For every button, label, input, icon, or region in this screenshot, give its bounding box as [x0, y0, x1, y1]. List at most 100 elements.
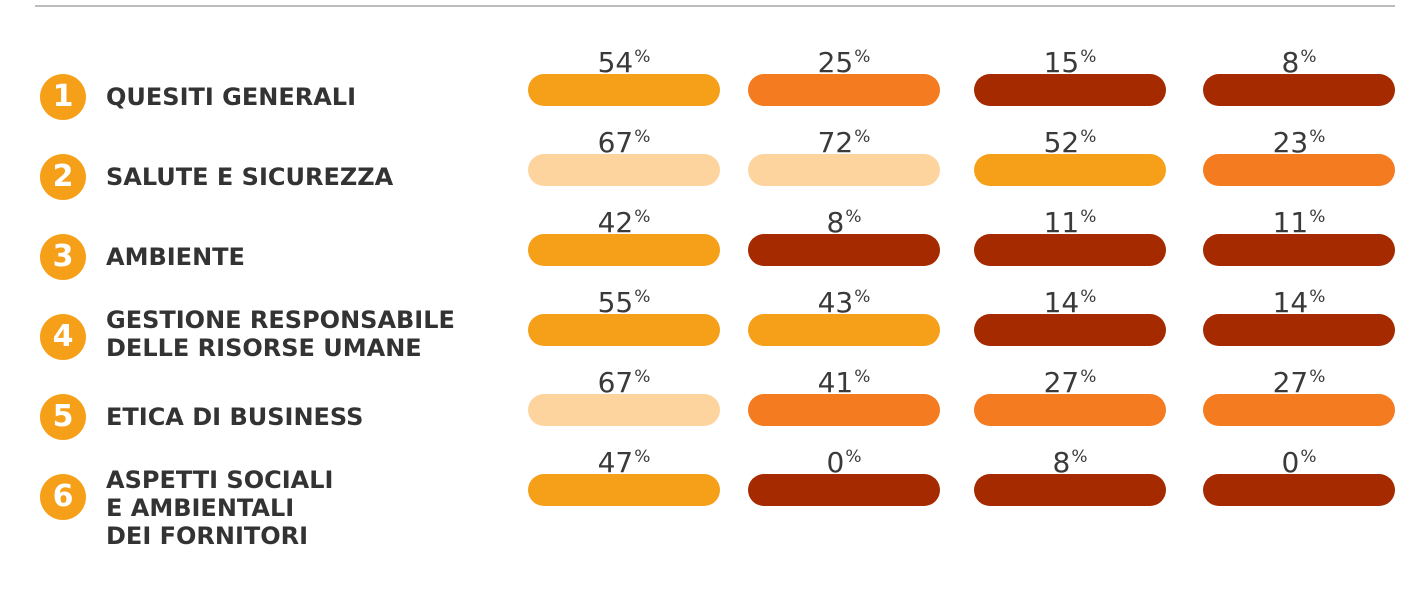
percent-sign: % — [854, 127, 871, 147]
row-label-line: SALUTE E SICUREZZA — [106, 163, 394, 191]
percent-sign: % — [634, 47, 651, 67]
value-bar — [1203, 154, 1395, 186]
value-number: 55 — [597, 286, 634, 319]
value-bar — [528, 154, 720, 186]
value-bar — [528, 314, 720, 346]
data-value-label: 8% — [1203, 46, 1395, 82]
row-number-badge: 1 — [40, 74, 86, 120]
chart-row-4: 4 GESTIONE RESPONSABILE DELLE RISORSE UMAN… — [0, 286, 1413, 368]
value-bar — [748, 314, 940, 346]
value-number: 8 — [1052, 446, 1071, 479]
percent-sign: % — [1309, 127, 1326, 147]
data-value-label: 43% — [748, 286, 940, 322]
value-number: 15 — [1043, 46, 1080, 79]
row-label: GESTIONE RESPONSABILE DELLE RISORSE UMANE — [106, 306, 455, 362]
data-value-label: 27% — [1203, 366, 1395, 402]
data-value-label: 23% — [1203, 127, 1395, 162]
value-number: 42 — [597, 206, 634, 239]
value-number: 67 — [597, 126, 634, 159]
row-label-line: GESTIONE RESPONSABILE — [106, 306, 455, 334]
chart-row-6: 6 ASPETTI SOCIALI E AMBIENTALI DEI FORNITOR… — [0, 446, 1413, 550]
chart-row-5: 5 ETICA DI BUSINESS 67% 41% 27% 27% — [0, 366, 1413, 448]
row-label-line: ETICA DI BUSINESS — [106, 403, 364, 431]
percent-sign: % — [634, 447, 651, 467]
value-bar — [974, 314, 1166, 346]
data-value-label: 8% — [974, 446, 1166, 482]
data-value-label: 55% — [528, 286, 720, 322]
value-bar — [748, 154, 940, 186]
data-value-label: 14% — [1203, 286, 1395, 322]
value-bar — [1203, 234, 1395, 266]
percent-sign: % — [1071, 447, 1088, 467]
value-number: 41 — [817, 366, 854, 399]
value-bar — [974, 234, 1166, 266]
value-number: 11 — [1043, 206, 1080, 239]
row-label: ASPETTI SOCIALI E AMBIENTALI DEI FORNITORI — [106, 466, 333, 550]
data-value-label: 52% — [974, 126, 1166, 162]
value-bar — [974, 394, 1166, 426]
value-bar — [1203, 474, 1395, 506]
data-value-label: 42% — [528, 206, 720, 242]
value-bar — [528, 234, 720, 266]
data-value-label: 67% — [528, 366, 720, 402]
percent-sign: % — [845, 447, 862, 467]
value-number: 0 — [1281, 446, 1300, 479]
value-number: 8 — [1281, 46, 1300, 79]
row-label: AMBIENTE — [106, 243, 245, 271]
value-bar — [528, 474, 720, 506]
value-number: 8 — [826, 206, 845, 239]
percent-sign: % — [634, 127, 651, 147]
percent-sign: % — [1080, 287, 1097, 307]
percent-sign: % — [634, 287, 651, 307]
row-number-badge: 2 — [40, 154, 86, 200]
chart-row-1: 1 QUESITI GENERALI 54% 25% 15% 8% — [0, 46, 1413, 128]
data-value-label: 41% — [748, 366, 940, 402]
value-bar — [748, 474, 940, 506]
percent-sign: % — [634, 207, 651, 227]
data-value-label: 11% — [1203, 207, 1395, 242]
row-label: QUESITI GENERALI — [106, 83, 356, 111]
percent-sign: % — [634, 367, 651, 387]
value-bar — [1203, 394, 1395, 426]
top-divider — [35, 5, 1395, 7]
value-bar — [1203, 74, 1395, 106]
percent-sign: % — [1300, 447, 1317, 467]
value-number: 52 — [1043, 126, 1080, 159]
percent-sign: % — [1080, 207, 1097, 227]
chart-row-3: 3 AMBIENTE 42% 8% 11% 11% — [0, 206, 1413, 288]
row-label: SALUTE E SICUREZZA — [106, 163, 393, 191]
value-number: 27 — [1272, 366, 1309, 399]
percent-sign: % — [854, 287, 871, 307]
data-value-label: 72% — [748, 126, 940, 162]
percent-sign: % — [1080, 367, 1097, 387]
percent-sign: % — [854, 47, 871, 67]
percent-sign: % — [1080, 127, 1097, 147]
value-number: 43 — [817, 286, 854, 319]
value-number: 0 — [826, 446, 845, 479]
value-number: 67 — [597, 366, 634, 399]
row-number-badge: 5 — [40, 394, 86, 440]
value-number: 72 — [817, 126, 854, 159]
value-number: 54 — [597, 46, 634, 79]
value-bar — [748, 394, 940, 426]
value-bar — [528, 74, 720, 106]
row-label-line: DEI FORNITORI — [106, 522, 309, 550]
percent-sign: % — [854, 367, 871, 387]
row-label-line: ASPETTI SOCIALI — [106, 466, 334, 494]
value-bar — [748, 234, 940, 266]
data-value-label: 54% — [528, 46, 720, 82]
data-value-label: 8% — [748, 206, 940, 242]
chart-row-2: 2 SALUTE E SICUREZZA 67% 72% 52% 23% — [0, 126, 1413, 208]
percent-sign: % — [1309, 207, 1326, 227]
data-value-label: 11% — [974, 206, 1166, 242]
row-number-badge: 6 — [40, 474, 86, 520]
value-number: 25 — [817, 46, 854, 79]
value-number: 14 — [1272, 286, 1309, 319]
percent-sign: % — [1309, 287, 1326, 307]
row-label-line: AMBIENTE — [106, 243, 245, 271]
row-number-badge: 3 — [40, 234, 86, 280]
value-bar — [974, 474, 1166, 506]
percent-sign: % — [845, 207, 862, 227]
row-label-line: DELLE RISORSE UMANE — [106, 334, 422, 362]
data-value-label: 47% — [528, 447, 720, 482]
